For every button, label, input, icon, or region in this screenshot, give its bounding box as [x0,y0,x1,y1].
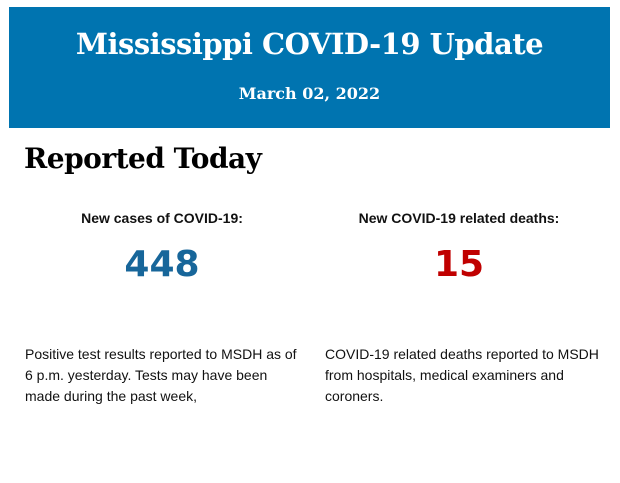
new-deaths-label: New COVID-19 related deaths: [358,210,560,226]
new-deaths-value: 15 [433,244,485,285]
report-date: March 02, 2022 [238,84,381,103]
page-title: Mississippi COVID-19 Update [75,27,544,61]
section-heading: Reported Today [24,142,262,175]
header-banner: Mississippi COVID-19 Update March 02, 20… [9,7,610,128]
new-cases-panel: New cases of COVID-19: 448 Positive test… [22,210,302,404]
new-cases-label: New cases of COVID-19: [81,210,243,226]
new-deaths-description: COVID-19 related deaths reported to MSDH… [325,346,599,404]
new-deaths-panel: New COVID-19 related deaths: 15 COVID-19… [319,210,599,404]
new-cases-description: Positive test results reported to MSDH a… [25,346,297,404]
new-cases-value: 448 [124,244,200,285]
